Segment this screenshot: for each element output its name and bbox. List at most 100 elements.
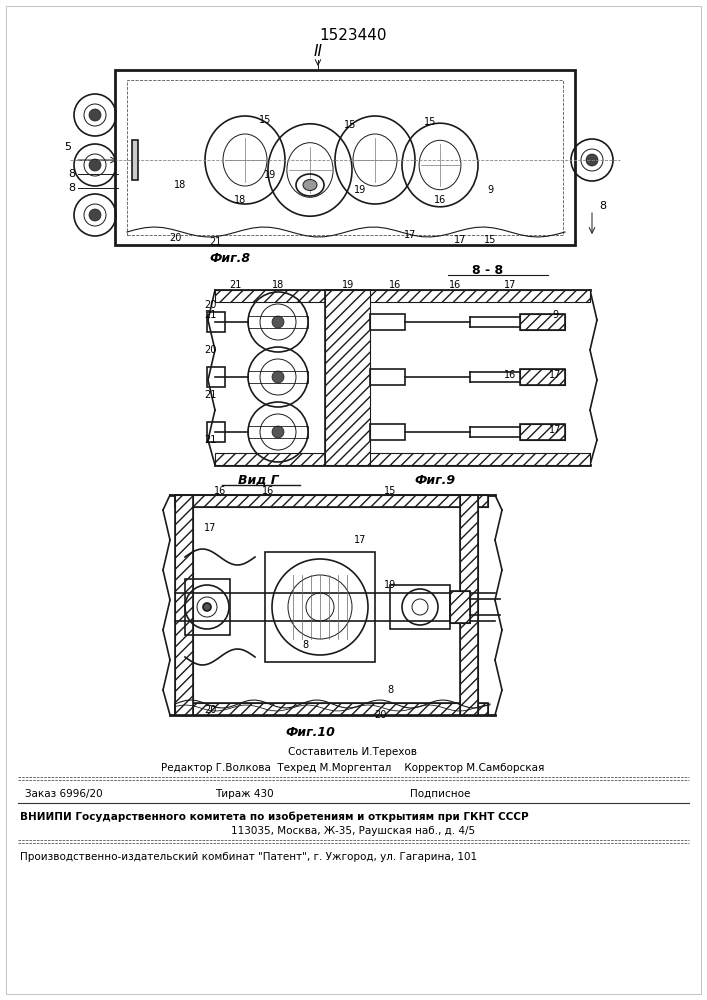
Text: 21: 21 — [204, 435, 216, 445]
Circle shape — [89, 109, 101, 121]
Text: 5: 5 — [64, 142, 71, 152]
Text: 17: 17 — [549, 370, 561, 380]
Text: 9: 9 — [487, 185, 493, 195]
Circle shape — [272, 426, 284, 438]
Text: 20: 20 — [204, 300, 216, 310]
Bar — [325, 290, 370, 465]
Bar — [207, 312, 225, 332]
Text: ВНИИПИ Государственного комитета по изобретениям и открытиям при ГКНТ СССР: ВНИИПИ Государственного комитета по изоб… — [20, 812, 529, 822]
Text: Фиг.10: Фиг.10 — [285, 726, 335, 738]
Bar — [520, 424, 565, 440]
Text: Редактор Г.Волкова  Техред М.Моргентал    Корректор М.Самборская: Редактор Г.Волкова Техред М.Моргентал Ко… — [161, 763, 544, 773]
Bar — [520, 424, 565, 440]
Bar — [370, 314, 405, 330]
Text: 16: 16 — [449, 280, 461, 290]
Text: Производственно-издательский комбинат "Патент", г. Ужгород, ул. Гагарина, 101: Производственно-издательский комбинат "П… — [20, 852, 477, 862]
Bar — [450, 591, 470, 623]
Bar — [370, 424, 405, 440]
Text: 19: 19 — [264, 170, 276, 180]
Text: Подписное: Подписное — [410, 789, 470, 799]
Text: 1523440: 1523440 — [320, 27, 387, 42]
Text: 17: 17 — [504, 280, 516, 290]
Text: 17: 17 — [404, 230, 416, 240]
Bar — [248, 426, 308, 438]
Ellipse shape — [303, 180, 317, 190]
Text: 8: 8 — [302, 640, 308, 650]
Text: 15: 15 — [344, 120, 356, 130]
Bar — [175, 703, 488, 715]
Text: 15: 15 — [484, 235, 496, 245]
Text: 18: 18 — [272, 280, 284, 290]
Circle shape — [89, 209, 101, 221]
Bar — [127, 80, 563, 235]
Bar — [207, 367, 225, 387]
Text: 20: 20 — [204, 345, 216, 355]
Bar — [248, 316, 308, 328]
Text: 15: 15 — [259, 115, 271, 125]
Text: 15: 15 — [384, 486, 396, 496]
Bar — [175, 495, 193, 715]
Text: 19: 19 — [342, 280, 354, 290]
Circle shape — [203, 603, 211, 611]
Bar — [248, 371, 308, 383]
Text: 18: 18 — [234, 195, 246, 205]
Bar — [460, 495, 478, 715]
Text: 21: 21 — [209, 237, 221, 247]
Text: Составитель И.Терехов: Составитель И.Терехов — [288, 747, 418, 757]
Text: 8: 8 — [600, 201, 607, 211]
Bar — [390, 585, 450, 629]
Text: 113035, Москва, Ж-35, Раушская наб., д. 4/5: 113035, Москва, Ж-35, Раушская наб., д. … — [231, 826, 475, 836]
Bar — [520, 314, 565, 330]
Text: 8: 8 — [69, 169, 76, 179]
Text: 20: 20 — [169, 233, 181, 243]
Bar — [175, 495, 193, 715]
Bar — [132, 140, 138, 180]
Bar — [215, 290, 590, 302]
Circle shape — [586, 154, 598, 166]
Text: 21: 21 — [229, 280, 241, 290]
Bar — [460, 495, 478, 715]
Text: 19: 19 — [384, 580, 396, 590]
Bar — [370, 369, 405, 385]
Bar — [115, 70, 575, 245]
Text: 16: 16 — [214, 486, 226, 496]
Text: 18: 18 — [174, 180, 186, 190]
Circle shape — [272, 316, 284, 328]
Circle shape — [89, 159, 101, 171]
Bar — [520, 314, 565, 330]
Text: Фиг.8: Фиг.8 — [209, 251, 250, 264]
Text: Заказ 6996/20: Заказ 6996/20 — [25, 789, 103, 799]
Text: 17: 17 — [549, 425, 561, 435]
Circle shape — [272, 371, 284, 383]
Bar — [265, 552, 375, 662]
Text: 16: 16 — [262, 486, 274, 496]
Bar — [185, 579, 230, 635]
Text: 20: 20 — [204, 705, 216, 715]
Text: Тираж 430: Тираж 430 — [215, 789, 274, 799]
Bar — [175, 703, 488, 715]
Text: 21: 21 — [204, 390, 216, 400]
Text: Вид Г: Вид Г — [238, 474, 279, 487]
Text: 17: 17 — [204, 523, 216, 533]
Text: 16: 16 — [434, 195, 446, 205]
Text: Фиг.9: Фиг.9 — [414, 474, 455, 487]
Text: 20: 20 — [374, 710, 386, 720]
Text: II: II — [313, 44, 322, 60]
Text: 21: 21 — [204, 310, 216, 320]
Text: 15: 15 — [423, 117, 436, 127]
Text: 16: 16 — [504, 370, 516, 380]
Text: 17: 17 — [354, 535, 366, 545]
Text: 16: 16 — [389, 280, 401, 290]
Text: 8: 8 — [387, 685, 393, 695]
Bar — [520, 369, 565, 385]
Bar — [175, 495, 488, 507]
Bar — [520, 369, 565, 385]
Text: 8: 8 — [69, 183, 76, 193]
Bar — [450, 591, 470, 623]
Text: 9: 9 — [552, 310, 558, 320]
Bar — [175, 495, 488, 507]
Text: 19: 19 — [354, 185, 366, 195]
Bar — [215, 453, 590, 465]
Bar — [325, 290, 370, 465]
Text: 17: 17 — [454, 235, 466, 245]
